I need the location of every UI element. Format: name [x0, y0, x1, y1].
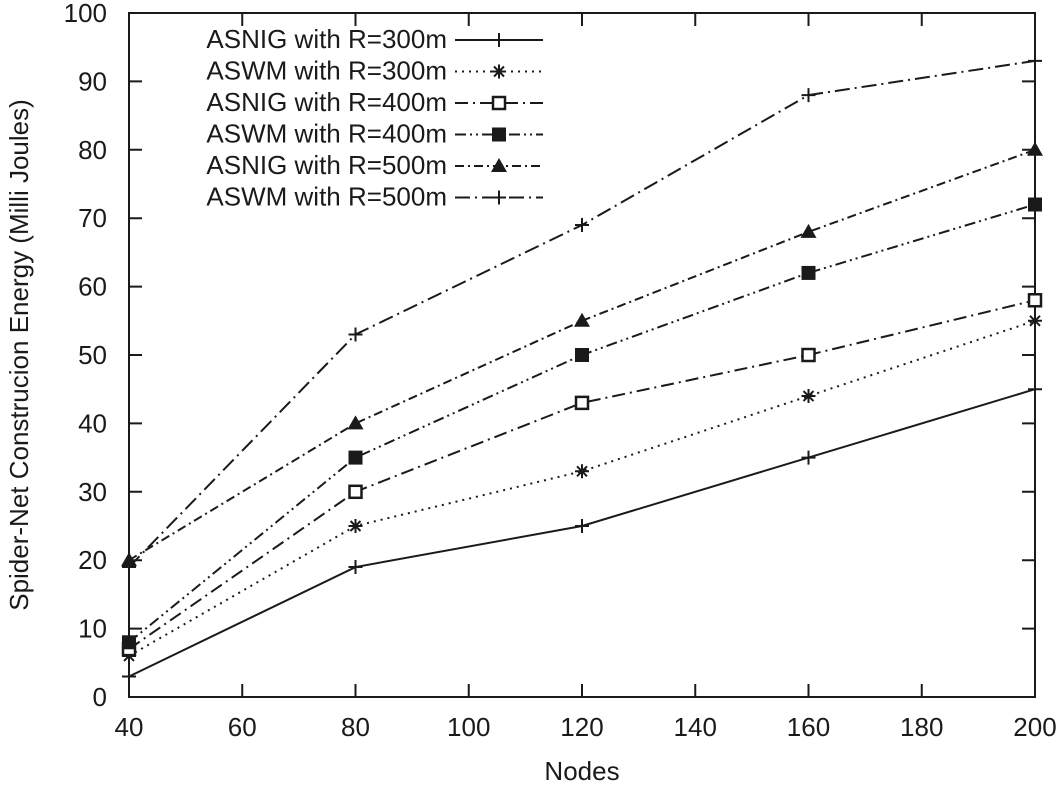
series-2-asterisk-marker — [1028, 313, 1042, 328]
legend-label: ASNIG with R=300m — [206, 24, 447, 54]
x-tick-label: 80 — [341, 712, 370, 742]
series-4-filled-square-marker — [575, 348, 589, 362]
series-1-plus-marker — [801, 450, 816, 465]
legend-asterisk-marker — [492, 64, 506, 79]
legend-plus-marker — [492, 190, 506, 205]
series-6-plus-marker — [348, 327, 363, 342]
x-tick-label: 180 — [900, 712, 943, 742]
legend-label: ASNIG with R=500m — [206, 150, 447, 180]
x-tick-label: 60 — [228, 712, 257, 742]
y-tick-label: 0 — [93, 682, 107, 712]
series-3-open-square-marker — [574, 395, 590, 411]
legend-label: ASWM with R=500m — [206, 182, 447, 212]
y-tick-label: 100 — [64, 0, 107, 28]
legend-open-square-marker — [491, 95, 507, 111]
series-1-plus-marker — [122, 669, 136, 684]
series-3-open-square-marker — [348, 484, 363, 500]
x-tick-label: 200 — [1013, 712, 1056, 742]
legend-label: ASWM with R=400m — [206, 119, 447, 149]
x-tick-label: 160 — [787, 712, 830, 742]
legend-filled-square-marker — [492, 127, 506, 142]
series-5-filled-triangle-marker — [1027, 141, 1043, 156]
series-3-open-square-marker — [801, 347, 816, 363]
series-4-filled-square-marker — [801, 265, 816, 280]
series-6-plus-marker — [801, 88, 816, 103]
x-tick-label: 40 — [115, 712, 144, 742]
series-1-plus-marker — [348, 560, 363, 575]
legend-plus-marker — [492, 33, 506, 47]
series-1-plus-marker — [575, 519, 589, 533]
series-4-filled-square-marker — [122, 635, 136, 650]
series-3-open-square-marker — [1027, 293, 1043, 308]
series-5-filled-triangle-marker — [347, 415, 364, 430]
y-tick-label: 40 — [78, 408, 107, 438]
y-tick-label: 10 — [78, 614, 107, 644]
series-line-4 — [128, 203, 1036, 644]
series-6-plus-marker — [575, 218, 589, 233]
plot-area: 40 60 80 100 120 140 160 180 200 0 10 20 30 40 50 60 70 8… — [64, 0, 1057, 742]
y-tick-label: 30 — [78, 477, 107, 507]
series-2-asterisk-marker — [348, 519, 363, 533]
series-6-plus-marker — [122, 560, 136, 575]
y-tick-label: 60 — [78, 272, 107, 302]
legend-filled-triangle-marker — [491, 158, 507, 172]
series-5-filled-triangle-marker — [800, 223, 817, 238]
y-axis-title: Spider-Net Construcion Energy (Milli Jou… — [4, 99, 34, 611]
x-tick-label: 120 — [560, 712, 603, 742]
y-tick-label: 20 — [78, 545, 107, 575]
x-tick-label: 140 — [674, 712, 717, 742]
series-4-filled-square-marker — [348, 450, 363, 465]
y-tick-label: 50 — [78, 340, 107, 370]
x-tick-label: 100 — [447, 712, 490, 742]
series-5-filled-triangle-marker — [574, 312, 590, 327]
y-tick-label: 90 — [78, 66, 107, 96]
series-4-filled-square-marker — [1028, 197, 1042, 212]
y-tick-label: 70 — [78, 203, 107, 233]
series-2-asterisk-marker — [575, 464, 589, 479]
series-6-plus-marker — [1028, 53, 1042, 68]
series-1-plus-marker — [1028, 382, 1042, 397]
series-2-asterisk-marker — [801, 389, 816, 404]
y-tick-label: 80 — [78, 135, 107, 165]
legend-label: ASWM with R=300m — [206, 56, 447, 86]
series-line-2 — [128, 319, 1036, 657]
legend-label: ASNIG with R=400m — [206, 87, 447, 117]
x-axis-title: Nodes — [544, 756, 619, 786]
